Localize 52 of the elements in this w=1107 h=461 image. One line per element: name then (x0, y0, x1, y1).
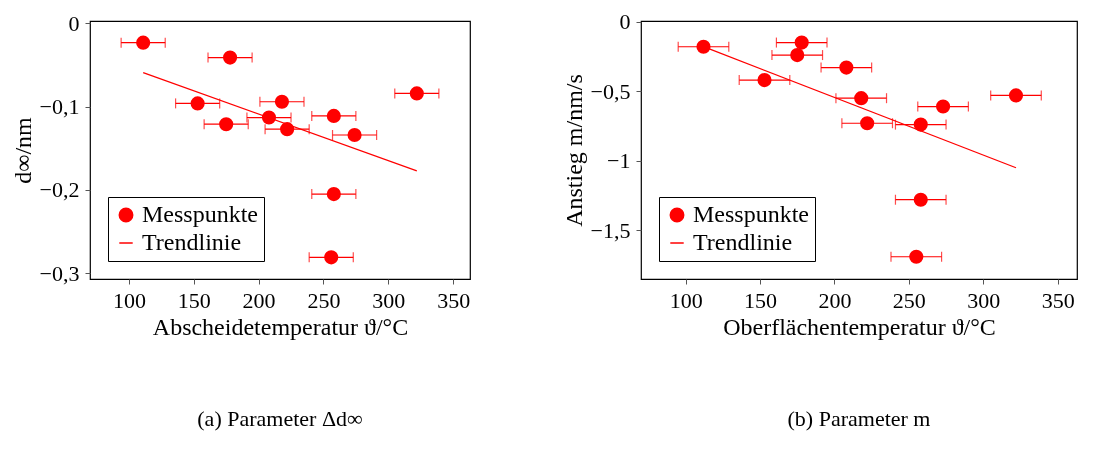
x-tick-label: 350 (1041, 287, 1075, 313)
legend-label: Messpunkte (142, 201, 258, 227)
point (409, 86, 424, 101)
x-tick-label: 150 (744, 287, 778, 313)
y-tick-label: −0,3 (39, 260, 80, 286)
y-tick-label: 0 (619, 9, 631, 35)
y-tick-label: −0,5 (590, 78, 631, 104)
point (936, 99, 951, 114)
x-tick-label: 300 (967, 287, 1001, 313)
x-axis-title: Abscheidetemperatur ϑ/°C (152, 313, 409, 340)
x-tick-label: 200 (818, 287, 852, 313)
point (696, 39, 711, 54)
point (1008, 88, 1024, 103)
point (190, 96, 205, 111)
text: (b) Parameter m (787, 406, 931, 431)
legend-label: Trendlinie (693, 229, 793, 255)
point (136, 35, 151, 50)
y-tick-label: 0 (68, 11, 80, 36)
point (854, 91, 869, 106)
legend-label: Messpunkte (693, 201, 809, 227)
point (757, 73, 772, 88)
x-tick-label: 250 (307, 287, 341, 313)
point (790, 48, 805, 63)
x-tick-label: 150 (177, 287, 211, 313)
point (347, 127, 362, 143)
point (913, 192, 928, 207)
y-tick-label: −0,2 (39, 177, 80, 203)
point (794, 35, 809, 50)
x-tick-label: 100 (112, 287, 146, 313)
x-tick-label: 300 (372, 287, 406, 313)
point (913, 117, 928, 132)
y-tick-label: −1,5 (590, 217, 631, 243)
point (326, 108, 341, 123)
y-tick-label: −1 (607, 148, 631, 174)
point (219, 117, 234, 132)
legend-label: Trendlinie (142, 229, 242, 255)
x-tick-label: 100 (669, 287, 703, 313)
y-tick-label: −0,1 (39, 94, 80, 120)
x-tick-label: 250 (892, 287, 926, 313)
text: (a) Parameter Δd∞ (197, 406, 363, 431)
point (324, 250, 339, 265)
point (223, 50, 238, 65)
point (909, 249, 924, 264)
y-axis-title: Anstieg m/nm/s (560, 74, 587, 227)
x-tick-label: 200 (242, 287, 276, 313)
point (326, 187, 341, 202)
point (860, 116, 875, 131)
point (839, 60, 854, 75)
y-axis-title: d∞/nm (9, 116, 36, 184)
point (274, 94, 290, 109)
x-tick-label: 350 (437, 287, 471, 313)
x-axis-title: Oberflächentemperatur ϑ/°C (723, 313, 996, 340)
